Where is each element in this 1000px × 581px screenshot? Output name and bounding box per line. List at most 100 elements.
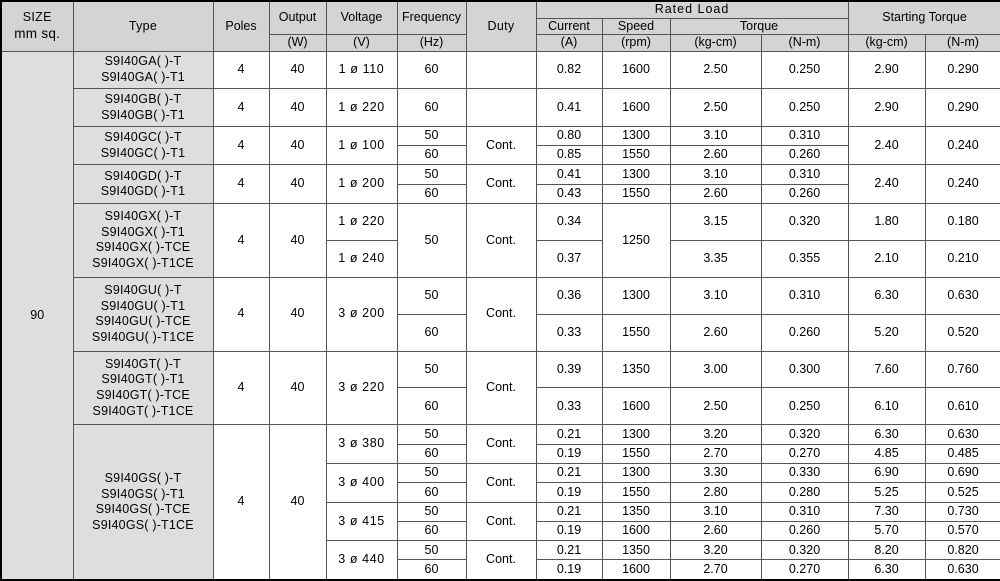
table-row: 60 0.43 1550 2.60 0.260: [1, 183, 1000, 205]
torque-nm-value: 0.270: [760, 559, 849, 581]
torque-kgcm-value: 3.10: [669, 276, 762, 315]
header-size: SIZE mm sq.: [0, 0, 74, 52]
starting-nm-value: 0.570: [924, 520, 1000, 542]
starting-nm-value: 0.180: [924, 203, 1000, 241]
voltage-value: 3 ø 380: [325, 424, 398, 464]
current-value: 0.39: [535, 350, 603, 389]
duty-value: [465, 88, 537, 127]
header-current-unit: (A): [535, 34, 603, 52]
torque-kgcm-value: 3.30: [669, 462, 762, 484]
starting-kgcm-value: 5.20: [847, 313, 926, 352]
frequency-value: 60: [396, 183, 467, 205]
frequency-value: 60: [396, 387, 467, 426]
output-value: 40: [268, 164, 327, 205]
torque-nm-value: 0.250: [760, 50, 849, 90]
starting-kgcm-value: 2.40: [847, 164, 926, 205]
speed-value: 1600: [601, 559, 671, 581]
torque-nm-value: 0.260: [760, 145, 849, 166]
starting-nm-value: 0.525: [924, 482, 1000, 503]
current-value: 0.43: [535, 183, 603, 205]
torque-kgcm-value: 3.20: [669, 424, 762, 445]
poles-value: 4: [212, 164, 270, 205]
speed-value: 1550: [601, 313, 671, 352]
current-value: 0.19: [535, 443, 603, 464]
speed-value: 1350: [601, 540, 671, 561]
table-row: S9I40GB( )-T S9I40GB( )-T1 4 40 1 ø 220 60 0.…: [1, 88, 1000, 127]
torque-nm-value: 0.250: [760, 88, 849, 127]
speed-value: 1300: [601, 164, 671, 185]
output-value: 40: [268, 50, 327, 90]
frequency-value: 50: [396, 203, 467, 278]
type-names: S9I40GT( )-T S9I40GT( )-T1 S9I40GT( )-TC…: [72, 350, 214, 426]
header-voltage: Voltage: [325, 0, 398, 36]
starting-nm-value: 0.630: [924, 276, 1000, 315]
header-speed-unit: (rpm): [601, 34, 671, 52]
type-names: S9I40GD( )-T S9I40GD( )-T1: [72, 164, 214, 205]
header-rated-load: Rated Load: [535, 0, 849, 19]
torque-kgcm-value: 2.50: [669, 387, 762, 426]
starting-nm-value: 0.630: [924, 559, 1000, 581]
speed-value: 1550: [601, 482, 671, 503]
table-row: S9I40GC( )-T S9I40GC( )-T1 4 40 1 ø 100 50 Co…: [1, 125, 1000, 166]
frequency-value: 50: [396, 501, 467, 522]
table-row: S9I40GS( )-T S9I40GS( )-T1 S9I40GS( )-TC…: [1, 424, 1000, 581]
torque-kgcm-value: 2.60: [669, 520, 762, 542]
header-row-1: SIZE mm sq. Type Poles Output Voltage Fr…: [0, 0, 1000, 52]
torque-nm-value: 0.300: [760, 350, 849, 389]
current-value: 0.80: [535, 125, 603, 147]
header-torque-nm-unit: (N-m): [760, 34, 849, 52]
table-row: S9I40GD( )-T S9I40GD( )-T1 4 40 1 ø 200 50 Co…: [1, 164, 1000, 205]
voltage-value: 3 ø 440: [325, 540, 398, 581]
table-row: 1 ø 240 0.37 3.35 0.355 2.10 0.210: [1, 239, 1000, 278]
frequency-value: 50: [396, 462, 467, 484]
poles-value: 4: [212, 88, 270, 127]
output-value: 40: [268, 350, 327, 426]
header-starting-nm-unit: (N-m): [924, 34, 1000, 52]
table-row: S9I40GT( )-T S9I40GT( )-T1 S9I40GT( )-TC…: [1, 350, 1000, 426]
header-duty: Duty: [465, 0, 537, 52]
type-names: S9I40GA( )-T S9I40GA( )-T1: [72, 50, 214, 90]
header-torque-kgcm-unit: (kg-cm): [669, 34, 762, 52]
frequency-value: 60: [396, 50, 467, 90]
voltage-value: 1 ø 220: [325, 203, 398, 241]
starting-nm-value: 0.610: [924, 387, 1000, 426]
starting-kgcm-value: 2.90: [847, 88, 926, 127]
duty-value: Cont.: [465, 424, 537, 464]
current-value: 0.21: [535, 540, 603, 561]
poles-value: 4: [212, 50, 270, 90]
current-value: 0.19: [535, 482, 603, 503]
starting-kgcm-value: 7.60: [847, 350, 926, 389]
voltage-value: 3 ø 220: [325, 350, 398, 426]
voltage-value: 3 ø 415: [325, 501, 398, 542]
header-row-3-units: (W) (V) (Hz) (A) (rpm) (kg-cm) (N-m) (kg…: [1, 34, 1000, 52]
header-torque: Torque: [669, 17, 849, 36]
torque-kgcm-value: 3.10: [669, 164, 762, 185]
type-names: S9I40GX( )-T S9I40GX( )-T1 S9I40GX( )-TC…: [72, 203, 214, 278]
torque-nm-value: 0.310: [760, 501, 849, 522]
voltage-value: 3 ø 400: [325, 462, 398, 503]
current-value: 0.19: [535, 559, 603, 581]
speed-value: 1600: [601, 88, 671, 127]
voltage-value: 1 ø 110: [325, 50, 398, 90]
starting-nm-value: 0.520: [924, 313, 1000, 352]
table-body: 90 S9I40GA( )-T S9I40GA( )-T1 4 40 1 ø 110 60…: [0, 50, 1000, 581]
table-row: 3 ø 440 50 Cont. 0.21 1350 3.20 0.320 8.20 0.820: [1, 540, 1000, 581]
type-names: S9I40GU( )-T S9I40GU( )-T1 S9I40GU( )-TC…: [72, 276, 214, 352]
speed-value: 1550: [601, 145, 671, 166]
torque-kgcm-value: 3.20: [669, 540, 762, 561]
starting-kgcm-value: 1.80: [847, 203, 926, 241]
torque-kgcm-value: 2.50: [669, 88, 762, 127]
starting-kgcm-value: 6.10: [847, 387, 926, 426]
frequency-value: 50: [396, 350, 467, 389]
header-starting-torque: Starting Torque: [847, 0, 1000, 36]
torque-kgcm-value: 3.15: [669, 203, 762, 241]
duty-value: Cont.: [465, 462, 537, 503]
type-names: S9I40GC( )-T S9I40GC( )-T1: [72, 125, 214, 166]
torque-kgcm-value: 2.60: [669, 145, 762, 166]
speed-value: 1350: [601, 350, 671, 389]
table-row: 60 0.19 1600 2.70 0.270 6.30 0.630: [1, 559, 1000, 581]
table-row: 60 0.85 1550 2.60 0.260: [1, 145, 1000, 166]
starting-nm-value: 0.820: [924, 540, 1000, 561]
output-value: 40: [268, 88, 327, 127]
current-value: 0.21: [535, 501, 603, 522]
